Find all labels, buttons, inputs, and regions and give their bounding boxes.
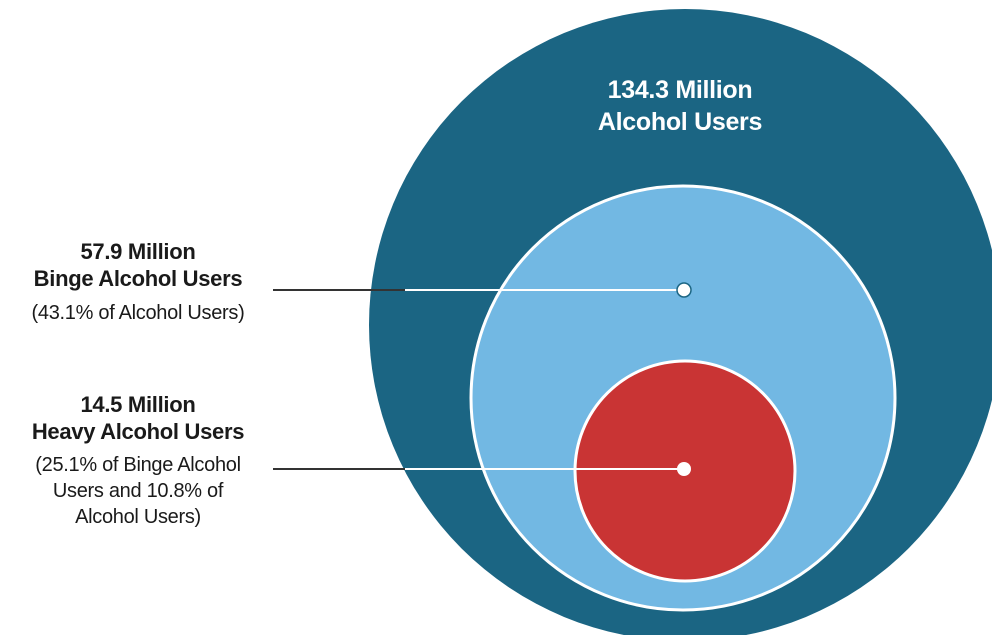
binge-note: (43.1% of Alcohol Users) [31,302,245,324]
binge-name: Binge Alcohol Users [33,266,243,291]
outer-name: Alcohol Users [597,108,763,136]
binge-label: 57.9 Million Binge Alcohol Users (43.1% … [0,238,276,326]
heavy-value: 14.5 Million [80,392,196,417]
heavy-label: 14.5 Million Heavy Alcohol Users (25.1% … [0,391,276,530]
heavy-note-line3: Alcohol Users) [75,506,201,528]
heavy-note-line2: Users and 10.8% of [52,480,224,502]
heavy-marker-dot [677,462,691,476]
heavy-note-line1: (25.1% of Binge Alcohol [35,454,241,476]
binge-value: 57.9 Million [80,239,196,264]
heavy-name: Heavy Alcohol Users [31,419,245,444]
binge-marker-dot [676,282,692,298]
outer-value: 134.3 Million [607,76,753,104]
outer-circle-label: 134.3 Million Alcohol Users [550,74,810,138]
